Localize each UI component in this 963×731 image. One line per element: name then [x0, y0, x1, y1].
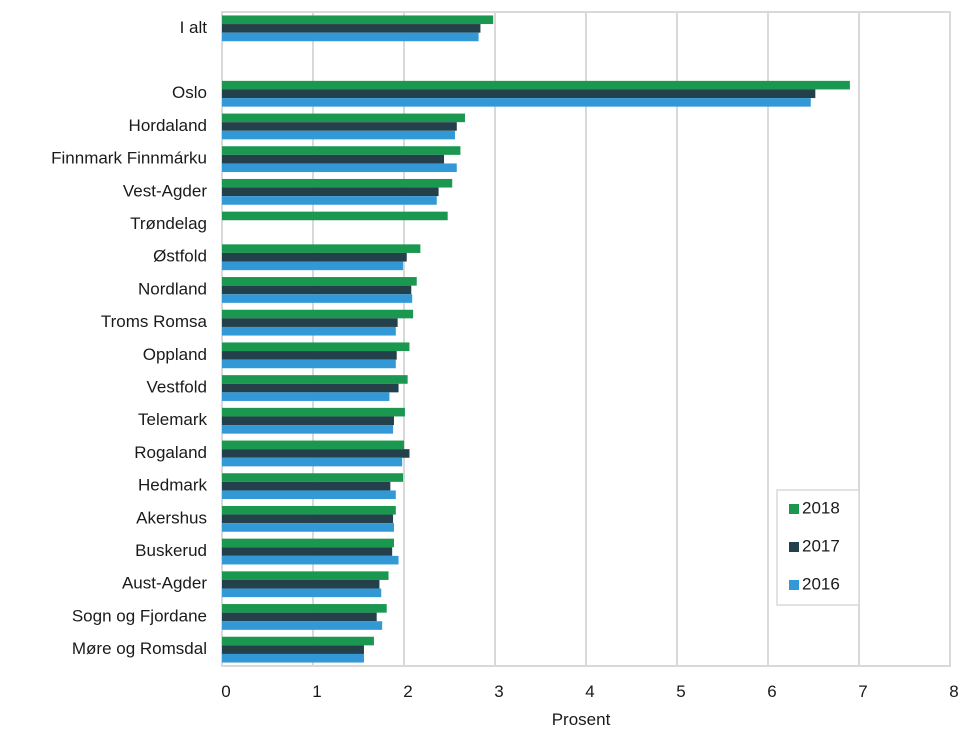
- bar-2017: [222, 89, 816, 99]
- bar-2017: [222, 187, 439, 197]
- bar-2018: [222, 80, 850, 90]
- bar-2018: [222, 15, 494, 25]
- bar-2018: [222, 244, 421, 253]
- bar-2016: [222, 98, 811, 107]
- bar-2017: [222, 24, 481, 33]
- bar-2018: [222, 538, 394, 548]
- bar-2017: [222, 645, 364, 654]
- bar-2017: [222, 416, 394, 426]
- bar-2017: [222, 481, 391, 491]
- bar-2016: [222, 359, 396, 369]
- legend: 2018 2017 2016: [776, 489, 860, 606]
- bar-2016: [222, 457, 403, 467]
- category-label: Trøndelag: [130, 214, 207, 233]
- x-tick-label: 4: [585, 682, 594, 701]
- bar-2016: [222, 392, 390, 401]
- bar-2018: [222, 342, 410, 352]
- x-tick-label: 2: [403, 682, 412, 701]
- bar-2017: [222, 351, 397, 360]
- legend-swatch-2016: [789, 580, 799, 590]
- x-axis-title: Prosent: [552, 710, 611, 729]
- category-label: Sogn og Fjordane: [72, 606, 207, 625]
- bar-2018: [222, 571, 389, 580]
- category-label: Hedmark: [138, 476, 207, 495]
- legend-label: 2016: [802, 574, 840, 593]
- legend-swatch-2017: [789, 542, 799, 552]
- category-label: Finnmark Finnmárku: [51, 149, 207, 168]
- bar-2016: [222, 32, 479, 42]
- bar-2017: [222, 449, 410, 458]
- category-label: Troms Romsa: [101, 312, 208, 331]
- bar-2016: [222, 425, 394, 434]
- bar-2016: [222, 326, 396, 336]
- category-label: Østfold: [153, 247, 207, 266]
- bar-2016: [222, 621, 383, 630]
- bar-2016: [222, 294, 413, 303]
- category-label: Møre og Romsdal: [72, 639, 207, 658]
- bar-2018: [222, 113, 465, 123]
- x-tick-label: 1: [312, 682, 321, 701]
- bar-2016: [222, 261, 404, 271]
- bar-2017: [222, 154, 445, 164]
- bar-2017: [222, 612, 377, 622]
- bar-2016: [222, 130, 455, 140]
- category-label: Aust-Agder: [122, 574, 207, 593]
- bar-2018: [222, 309, 414, 319]
- bar-2018: [222, 146, 461, 155]
- bar-2018: [222, 407, 405, 417]
- category-label: Nordland: [138, 279, 207, 298]
- bar-2018: [222, 178, 453, 188]
- bar-2017: [222, 285, 412, 295]
- category-label: Telemark: [138, 410, 207, 429]
- category-label: Oppland: [143, 345, 207, 364]
- x-tick-label: 7: [858, 682, 867, 701]
- bar-2018: [222, 211, 448, 221]
- bar-2017: [222, 514, 394, 524]
- legend-label: 2017: [802, 536, 840, 555]
- bar-2016: [222, 555, 399, 565]
- legend-swatch-2018: [789, 504, 799, 514]
- x-tick-label: 0: [221, 682, 230, 701]
- category-label: Vest-Agder: [123, 181, 207, 200]
- x-tick-label: 5: [676, 682, 685, 701]
- category-label: Buskerud: [135, 541, 207, 560]
- x-tick-label: 3: [494, 682, 503, 701]
- category-label: Rogaland: [134, 443, 207, 462]
- bar-2016: [222, 523, 394, 532]
- bar-2018: [222, 473, 404, 482]
- category-label: Vestfold: [147, 378, 208, 397]
- bar-2016: [222, 163, 457, 173]
- bar-2018: [222, 440, 404, 450]
- bar-2018: [222, 604, 387, 613]
- category-label: I alt: [180, 18, 208, 37]
- bars: [222, 15, 850, 663]
- bar-2017: [222, 383, 399, 393]
- bar-2016: [222, 490, 396, 500]
- category-label: Oslo: [172, 83, 207, 102]
- category-labels: I alt Oslo Hordaland Finnmark Finnmárku Vest…: [51, 18, 207, 658]
- bar-2017: [222, 579, 380, 589]
- category-label: Akershus: [136, 508, 207, 527]
- bar-2018: [222, 375, 408, 384]
- x-tick-label: 8: [949, 682, 958, 701]
- bar-2018: [222, 636, 374, 646]
- bar-2016: [222, 196, 437, 205]
- category-label: Hordaland: [129, 116, 207, 135]
- bar-2017: [222, 252, 407, 262]
- plot-frame: [221, 11, 951, 667]
- bar-2016: [222, 588, 382, 598]
- bar-2016: [222, 653, 364, 663]
- bar-2018: [222, 277, 417, 286]
- legend-label: 2018: [802, 498, 840, 517]
- bar-2018: [222, 505, 396, 515]
- x-tick-label: 6: [767, 682, 776, 701]
- bar-2017: [222, 318, 398, 327]
- bar-2017: [222, 122, 457, 131]
- x-tick-labels: 0 1 2 3 4 5 6 7 8: [221, 682, 958, 701]
- bar-2017: [222, 547, 393, 556]
